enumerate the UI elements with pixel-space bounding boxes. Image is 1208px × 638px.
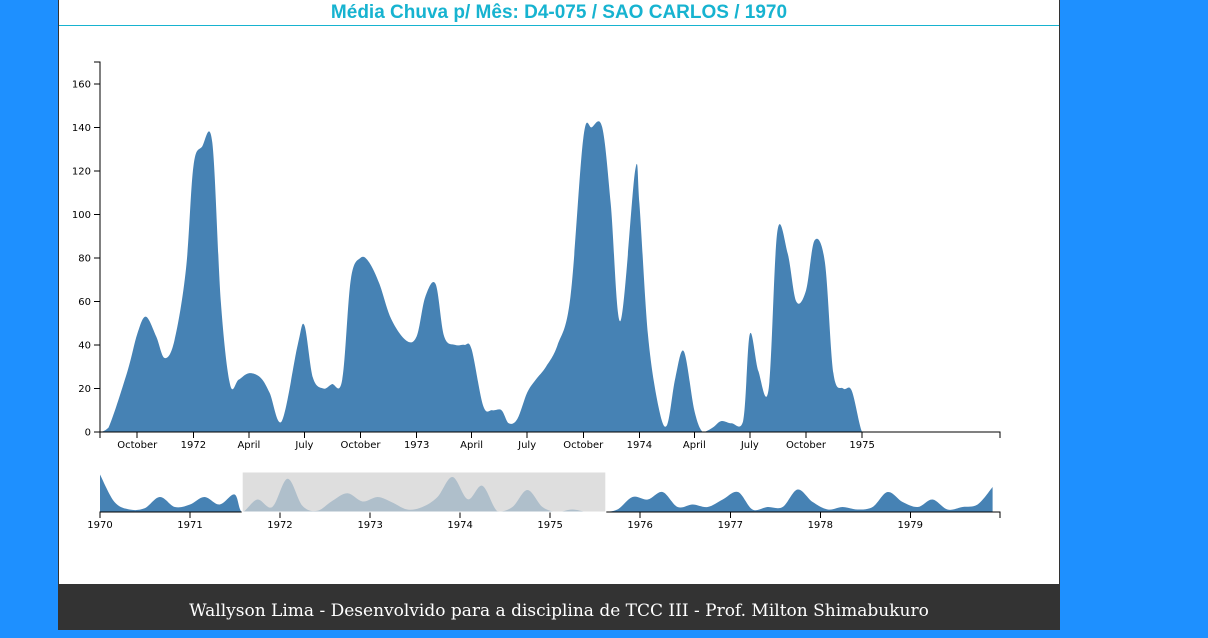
brush-selection[interactable]	[241, 471, 607, 513]
x-tick: July	[517, 432, 536, 451]
context-x-tick: 1972	[267, 512, 293, 531]
context-x-tick: 1979	[898, 512, 923, 531]
y-tick: 0	[85, 428, 100, 439]
context-x-tick-label: 1972	[267, 520, 292, 531]
y-tick-label: 160	[72, 79, 91, 90]
x-tick-label: July	[294, 440, 313, 451]
y-tick: 80	[78, 253, 100, 264]
rainfall-chart: October 1972 April July October 1973 April July…	[72, 61, 1001, 531]
x-tick: July	[740, 432, 759, 451]
context-x-tick: 1970	[87, 512, 113, 531]
context-x-tick-label: 1970	[87, 520, 112, 531]
context-area-series	[100, 474, 993, 512]
x-tick-label: 1972	[181, 440, 206, 451]
context-x-tick-label: 1976	[627, 520, 652, 531]
x-tick-label: October	[563, 440, 604, 451]
x-axis-domain	[99, 431, 1001, 438]
x-tick: 1974	[627, 432, 652, 451]
context-x-tick: 1973	[357, 512, 383, 531]
y-tick: 20	[78, 384, 100, 395]
y-tick-label: 60	[78, 297, 91, 308]
context-x-tick: 1976	[627, 512, 653, 531]
x-tick: April	[460, 432, 483, 451]
context-chart: 1970 1971 1972 1973 1974 1975 1976 1977 1978 1979	[87, 471, 1001, 531]
x-tick: 1972	[181, 432, 206, 451]
context-x-tick-label: 1977	[718, 520, 743, 531]
y-tick: 100	[72, 210, 100, 221]
page-title: Média Chuva p/ Mês: D4-075 / SAO CARLOS …	[59, 0, 1059, 26]
x-tick-label: 1973	[404, 440, 429, 451]
x-tick: July	[294, 432, 313, 451]
x-tick-label: April	[237, 440, 260, 451]
x-tick-label: October	[341, 440, 382, 451]
y-tick: 140	[72, 123, 100, 134]
y-tick-label: 0	[85, 428, 91, 439]
x-tick-label: 1975	[849, 440, 874, 451]
context-x-tick-label: 1975	[537, 520, 562, 531]
context-x-axis: 1970 1971 1972 1973 1974 1975 1976 1977 1978 1979	[87, 511, 1001, 531]
context-x-tick: 1975	[537, 512, 563, 531]
x-tick-label: October	[786, 440, 827, 451]
x-tick-label: July	[740, 440, 759, 451]
y-tick-label: 120	[72, 166, 91, 177]
y-tick-label: 40	[78, 340, 91, 351]
context-x-tick: 1977	[718, 512, 743, 531]
context-x-tick-label: 1979	[898, 520, 923, 531]
context-x-tick: 1978	[808, 512, 833, 531]
x-tick-label: April	[460, 440, 483, 451]
context-x-tick-label: 1978	[808, 520, 833, 531]
context-x-tick-label: 1973	[357, 520, 382, 531]
y-tick-label: 100	[72, 210, 91, 221]
context-x-tick: 1974	[447, 512, 473, 531]
x-tick-label: July	[517, 440, 536, 451]
y-tick-label: 140	[72, 123, 91, 134]
x-tick: 1975	[849, 432, 875, 451]
y-axis-domain	[94, 61, 101, 433]
x-tick: October	[786, 432, 827, 451]
context-x-tick: 1971	[177, 512, 203, 531]
chart-panel: Média Chuva p/ Mês: D4-075 / SAO CARLOS …	[58, 0, 1060, 584]
y-tick: 40	[78, 340, 100, 351]
y-tick: 120	[72, 166, 100, 177]
x-tick: April	[237, 432, 260, 451]
focus-area-series	[100, 121, 1000, 432]
x-tick: October	[117, 432, 158, 451]
x-tick: October	[563, 432, 604, 451]
focus-y-axis: 0 20 40 60 80 100 120 140 160	[72, 61, 101, 439]
x-tick: 1973	[404, 432, 429, 451]
focus-x-axis: October 1972 April July October 1973 April July…	[99, 431, 1001, 451]
y-tick-label: 20	[78, 384, 91, 395]
x-tick-label: 1974	[627, 440, 652, 451]
y-tick-label: 80	[78, 253, 91, 264]
y-tick: 160	[72, 79, 100, 90]
x-tick: April	[683, 432, 706, 451]
focus-chart: October 1972 April July October 1973 April July…	[72, 61, 1001, 451]
x-tick: October	[341, 432, 382, 451]
context-x-tick-label: 1971	[177, 520, 202, 531]
footer: Wallyson Lima - Desenvolvido para a disc…	[58, 584, 1060, 630]
y-tick: 60	[78, 297, 100, 308]
x-tick-label: April	[683, 440, 706, 451]
context-x-tick-label: 1974	[447, 520, 472, 531]
x-tick-label: October	[117, 440, 158, 451]
